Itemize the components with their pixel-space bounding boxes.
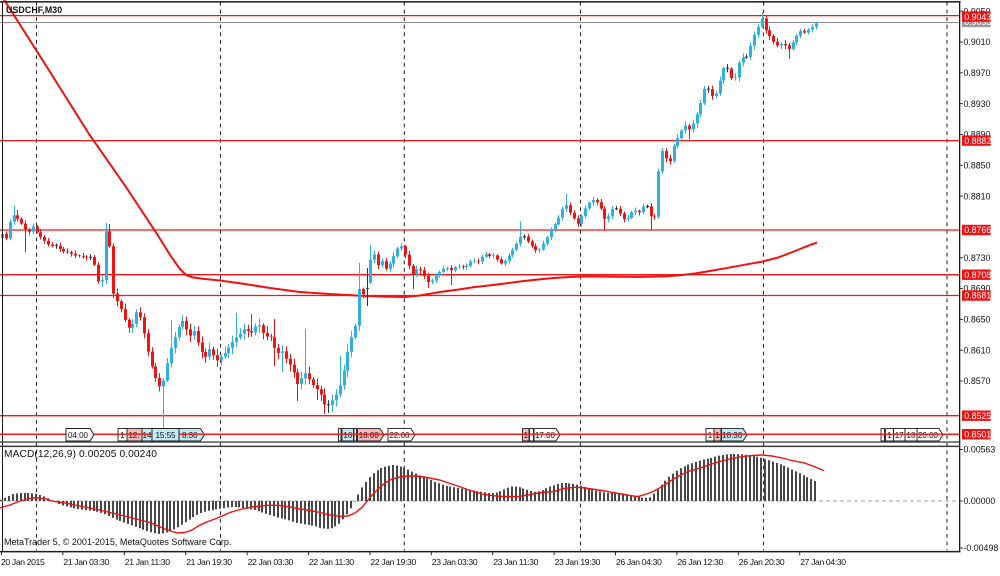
svg-text:MACD(12,26,9) 0.00205 0.00240: MACD(12,26,9) 0.00205 0.00240 [4, 449, 157, 460]
svg-text:21 Jan 19:30: 21 Jan 19:30 [186, 557, 232, 567]
svg-text:22 Jan 11:30: 22 Jan 11:30 [309, 557, 354, 567]
svg-text:12:: 12: [128, 431, 139, 440]
svg-text:MetaTrader 5, © 2001-2015, Met: MetaTrader 5, © 2001-2015, MetaQuotes So… [4, 537, 231, 547]
svg-text:0.8610: 0.8610 [964, 345, 991, 355]
svg-text:20:00: 20:00 [918, 431, 939, 440]
svg-text:27 Jan 04:30: 27 Jan 04:30 [800, 557, 846, 567]
svg-text:22:00: 22:00 [389, 431, 410, 440]
svg-text:0.8766: 0.8766 [964, 225, 991, 235]
svg-text:23 Jan 11:30: 23 Jan 11:30 [493, 557, 538, 567]
svg-text:18:00: 18:00 [359, 431, 380, 440]
svg-text:23 Jan 03:30: 23 Jan 03:30 [432, 557, 478, 567]
svg-text:16: 16 [343, 431, 352, 440]
svg-text:0.8690: 0.8690 [964, 284, 991, 294]
svg-text:18: 18 [907, 431, 916, 440]
svg-text:22 Jan 19:30: 22 Jan 19:30 [370, 557, 416, 567]
svg-text:0.00563: 0.00563 [964, 445, 996, 455]
svg-text:22 Jan 03:30: 22 Jan 03:30 [248, 557, 294, 567]
svg-text:8:30: 8:30 [182, 431, 198, 440]
svg-text:21 Jan 03:30: 21 Jan 03:30 [63, 557, 109, 567]
svg-text:0.9035: 0.9035 [964, 17, 991, 27]
svg-text:0.8890: 0.8890 [964, 130, 991, 140]
svg-text:26 Jan 12:30: 26 Jan 12:30 [677, 557, 723, 567]
svg-text:20 Jan 2015: 20 Jan 2015 [1, 557, 45, 567]
svg-text:0.8525: 0.8525 [964, 411, 991, 421]
svg-text:17:00: 17:00 [535, 431, 556, 440]
svg-text:0.8970: 0.8970 [964, 68, 991, 78]
svg-text:1: 1 [887, 431, 892, 440]
svg-text:USDCHF,M30: USDCHF,M30 [6, 5, 62, 15]
svg-text:17: 17 [895, 431, 904, 440]
svg-text:1: 1 [120, 431, 125, 440]
svg-text:0.8501: 0.8501 [964, 429, 991, 439]
svg-text:0.8882: 0.8882 [964, 136, 991, 146]
svg-text:0.8650: 0.8650 [964, 315, 991, 325]
svg-text:0.8730: 0.8730 [964, 253, 991, 263]
svg-text:1: 1 [708, 431, 713, 440]
svg-text:1: 1 [524, 431, 529, 440]
svg-text:26 Jan 20:30: 26 Jan 20:30 [739, 557, 785, 567]
svg-text:18:30: 18:30 [722, 431, 743, 440]
svg-text:0.8570: 0.8570 [964, 376, 991, 386]
svg-text:-0.00498: -0.00498 [964, 543, 999, 553]
svg-text:15:55: 15:55 [155, 431, 176, 440]
svg-text:0.8850: 0.8850 [964, 161, 991, 171]
svg-text:0.9043: 0.9043 [964, 12, 991, 22]
svg-text:26 Jan 04:30: 26 Jan 04:30 [616, 557, 662, 567]
svg-text:0.8930: 0.8930 [964, 99, 991, 109]
svg-text:0.00000: 0.00000 [964, 496, 996, 506]
svg-text:0.8810: 0.8810 [964, 191, 991, 201]
svg-text:1: 1 [715, 431, 720, 440]
svg-text:14: 14 [143, 431, 152, 440]
svg-text:04:00: 04:00 [68, 431, 89, 440]
svg-text:23 Jan 19:30: 23 Jan 19:30 [555, 557, 601, 567]
svg-text:0.9010: 0.9010 [964, 37, 991, 47]
svg-text:21 Jan 11:30: 21 Jan 11:30 [125, 557, 170, 567]
svg-text:0.8708: 0.8708 [964, 270, 991, 280]
svg-text:0.8681: 0.8681 [964, 291, 991, 301]
